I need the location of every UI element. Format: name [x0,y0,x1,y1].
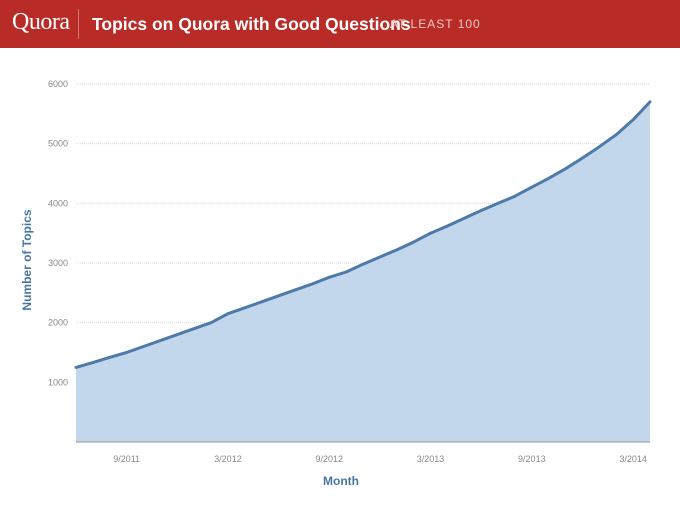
y-tick-label: 4000 [48,198,68,208]
x-tick-label: 3/2013 [417,454,445,464]
y-tick-label: 2000 [48,318,68,328]
y-tick-label: 5000 [48,139,68,149]
y-tick-label: 3000 [48,258,68,268]
header-divider [78,9,79,39]
y-tick-label: 6000 [48,79,68,89]
area-chart: 1000 2000 3000 4000 5000 6000 9/2011 3/2012 9/20… [48,79,652,464]
quora-logo[interactable]: Quora [12,9,70,35]
chart-title: Topics on Quora with Good Questions [92,14,411,34]
x-tick-label: 3/2012 [214,454,242,464]
x-tick-label: 9/2011 [113,454,140,464]
x-tick-label: 9/2013 [518,454,546,464]
y-tick-label: 1000 [48,377,68,387]
chart-subtitle: AT LEAST 100 [390,17,481,31]
y-axis-label: Number of Topics [20,209,34,311]
area-fill [76,101,650,443]
x-tick-label: 9/2012 [315,454,343,464]
x-axis-label: Month [323,474,359,488]
axes: 1000 2000 3000 4000 5000 6000 9/2011 3/2012 9/20… [48,79,650,464]
area-series [74,100,652,443]
header-bar: Quora Topics on Quora with Good Question… [0,0,680,48]
x-tick-label: 3/2014 [619,454,647,464]
